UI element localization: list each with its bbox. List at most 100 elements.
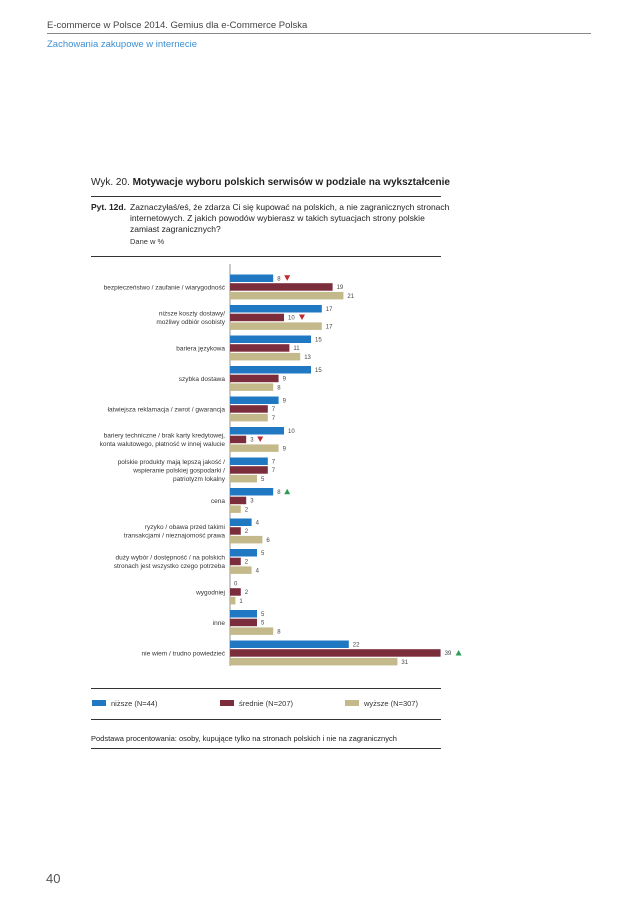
bar [230,649,441,657]
bar [230,657,398,666]
bar [230,427,284,435]
up-marker-icon [284,488,291,495]
bar [230,283,333,291]
header-title: E-commerce w Polsce 2014. Gemius dla e-C… [47,20,308,31]
data-label: 9 [283,446,287,452]
data-label: 8 [277,629,281,635]
bar [230,383,274,391]
legend-swatch [220,700,234,706]
bar [230,374,279,383]
data-label: 17 [326,307,333,313]
bar [230,352,301,361]
category-label: bariery techniczne / brak karty kredytow… [100,433,226,449]
legend-label: wyższe (N=307) [363,699,418,708]
data-label: 5 [261,612,265,618]
bar [230,640,349,648]
category-label: bezpieczeństwo / zaufanie / wiarygodność [104,284,226,291]
legend-top-rule [91,688,441,689]
legend-label: niższe (N=44) [111,699,158,708]
data-label: 5 [261,551,265,557]
legend-swatch [92,700,106,706]
up-marker-icon [455,649,462,656]
bar [230,396,279,404]
data-label: 9 [283,377,287,383]
legend-bottom-rule [91,719,441,720]
data-label: 13 [304,355,311,361]
bar [230,557,241,566]
bar [230,618,257,627]
data-label: 17 [326,324,333,330]
category-label: wygodniej [195,589,225,596]
data-label: 9 [283,399,287,405]
data-label: 7 [272,468,276,474]
data-label: 2 [245,507,249,513]
data-label: 7 [272,460,276,466]
bar [230,322,322,330]
bar [230,291,344,300]
category-label: łatwiejsza reklamacja / zwrot / gwarancj… [108,406,226,413]
category-label: polskie produkty mają lepszą jakość / wsp… [118,459,226,483]
data-label: 2 [245,560,249,566]
data-label: 3 [250,438,254,444]
bar [230,335,311,343]
data-label: 2 [245,529,249,535]
category-label: inne [213,620,226,627]
bar [230,457,268,465]
down-marker-icon [299,314,305,320]
category-label: szybka dostawa [179,376,226,383]
bar [230,488,274,496]
bar [230,474,257,483]
question-rule [91,256,441,257]
page-number: 40 [46,871,61,886]
category-label: bariera językowa [176,345,225,352]
data-label: 15 [315,338,322,344]
bar [230,305,322,313]
figure-title-text: Motywacje wyboru polskich serwisów w pod… [132,177,450,188]
data-label: 39 [445,651,452,657]
footnote-rule [91,748,441,749]
bar [230,518,252,526]
footnote: Podstawa procentowania: osoby, kupujące … [91,734,397,743]
bar [230,444,279,452]
data-label: 5 [261,621,265,627]
data-label: 11 [293,346,300,352]
data-label: 8 [277,277,281,283]
title-rule [91,196,441,197]
data-label: 15 [315,368,322,374]
bar [230,566,252,574]
down-marker-icon [284,275,291,281]
category-label: ryzyko / obawa przed takimi transakcjami … [124,524,226,540]
data-label: 19 [337,285,344,291]
bar [230,627,274,635]
bar [230,610,257,618]
data-label: 2 [245,590,249,596]
bar [230,344,290,352]
header-section: Zachowania zakupowe w internecie [47,39,197,50]
data-label: 3 [250,499,254,505]
data-label: 10 [288,429,295,435]
data-unit-note: Dane w % [130,237,165,246]
question-text: Zaznaczyłaś/eś, że zdarza Ci się kupować… [130,202,450,234]
data-label: 7 [272,416,276,422]
data-label: 1 [239,599,243,605]
data-label: 4 [256,568,260,574]
category-label: duży wybór / dostępność / na polskich str… [114,555,226,571]
bar [230,496,247,505]
data-label: 4 [256,521,260,527]
category-label: nie wiem / trudno powiedzieć [142,650,226,657]
figure-label: Wyk. 20. [91,177,130,188]
data-label: 8 [277,385,281,391]
bar [230,535,263,544]
header-divider [47,33,591,34]
data-label: 0 [234,582,238,588]
data-label: 21 [347,294,354,300]
bar [230,466,268,474]
data-label: 7 [272,407,276,413]
bar [230,313,284,322]
bar [230,274,274,282]
bar [230,596,236,605]
data-label: 22 [353,643,360,649]
question-label: Pyt. 12d. [91,202,126,212]
category-label: niższe koszty dostawy/możliwy odbiór oso… [156,311,225,327]
category-label: cena [211,498,225,505]
